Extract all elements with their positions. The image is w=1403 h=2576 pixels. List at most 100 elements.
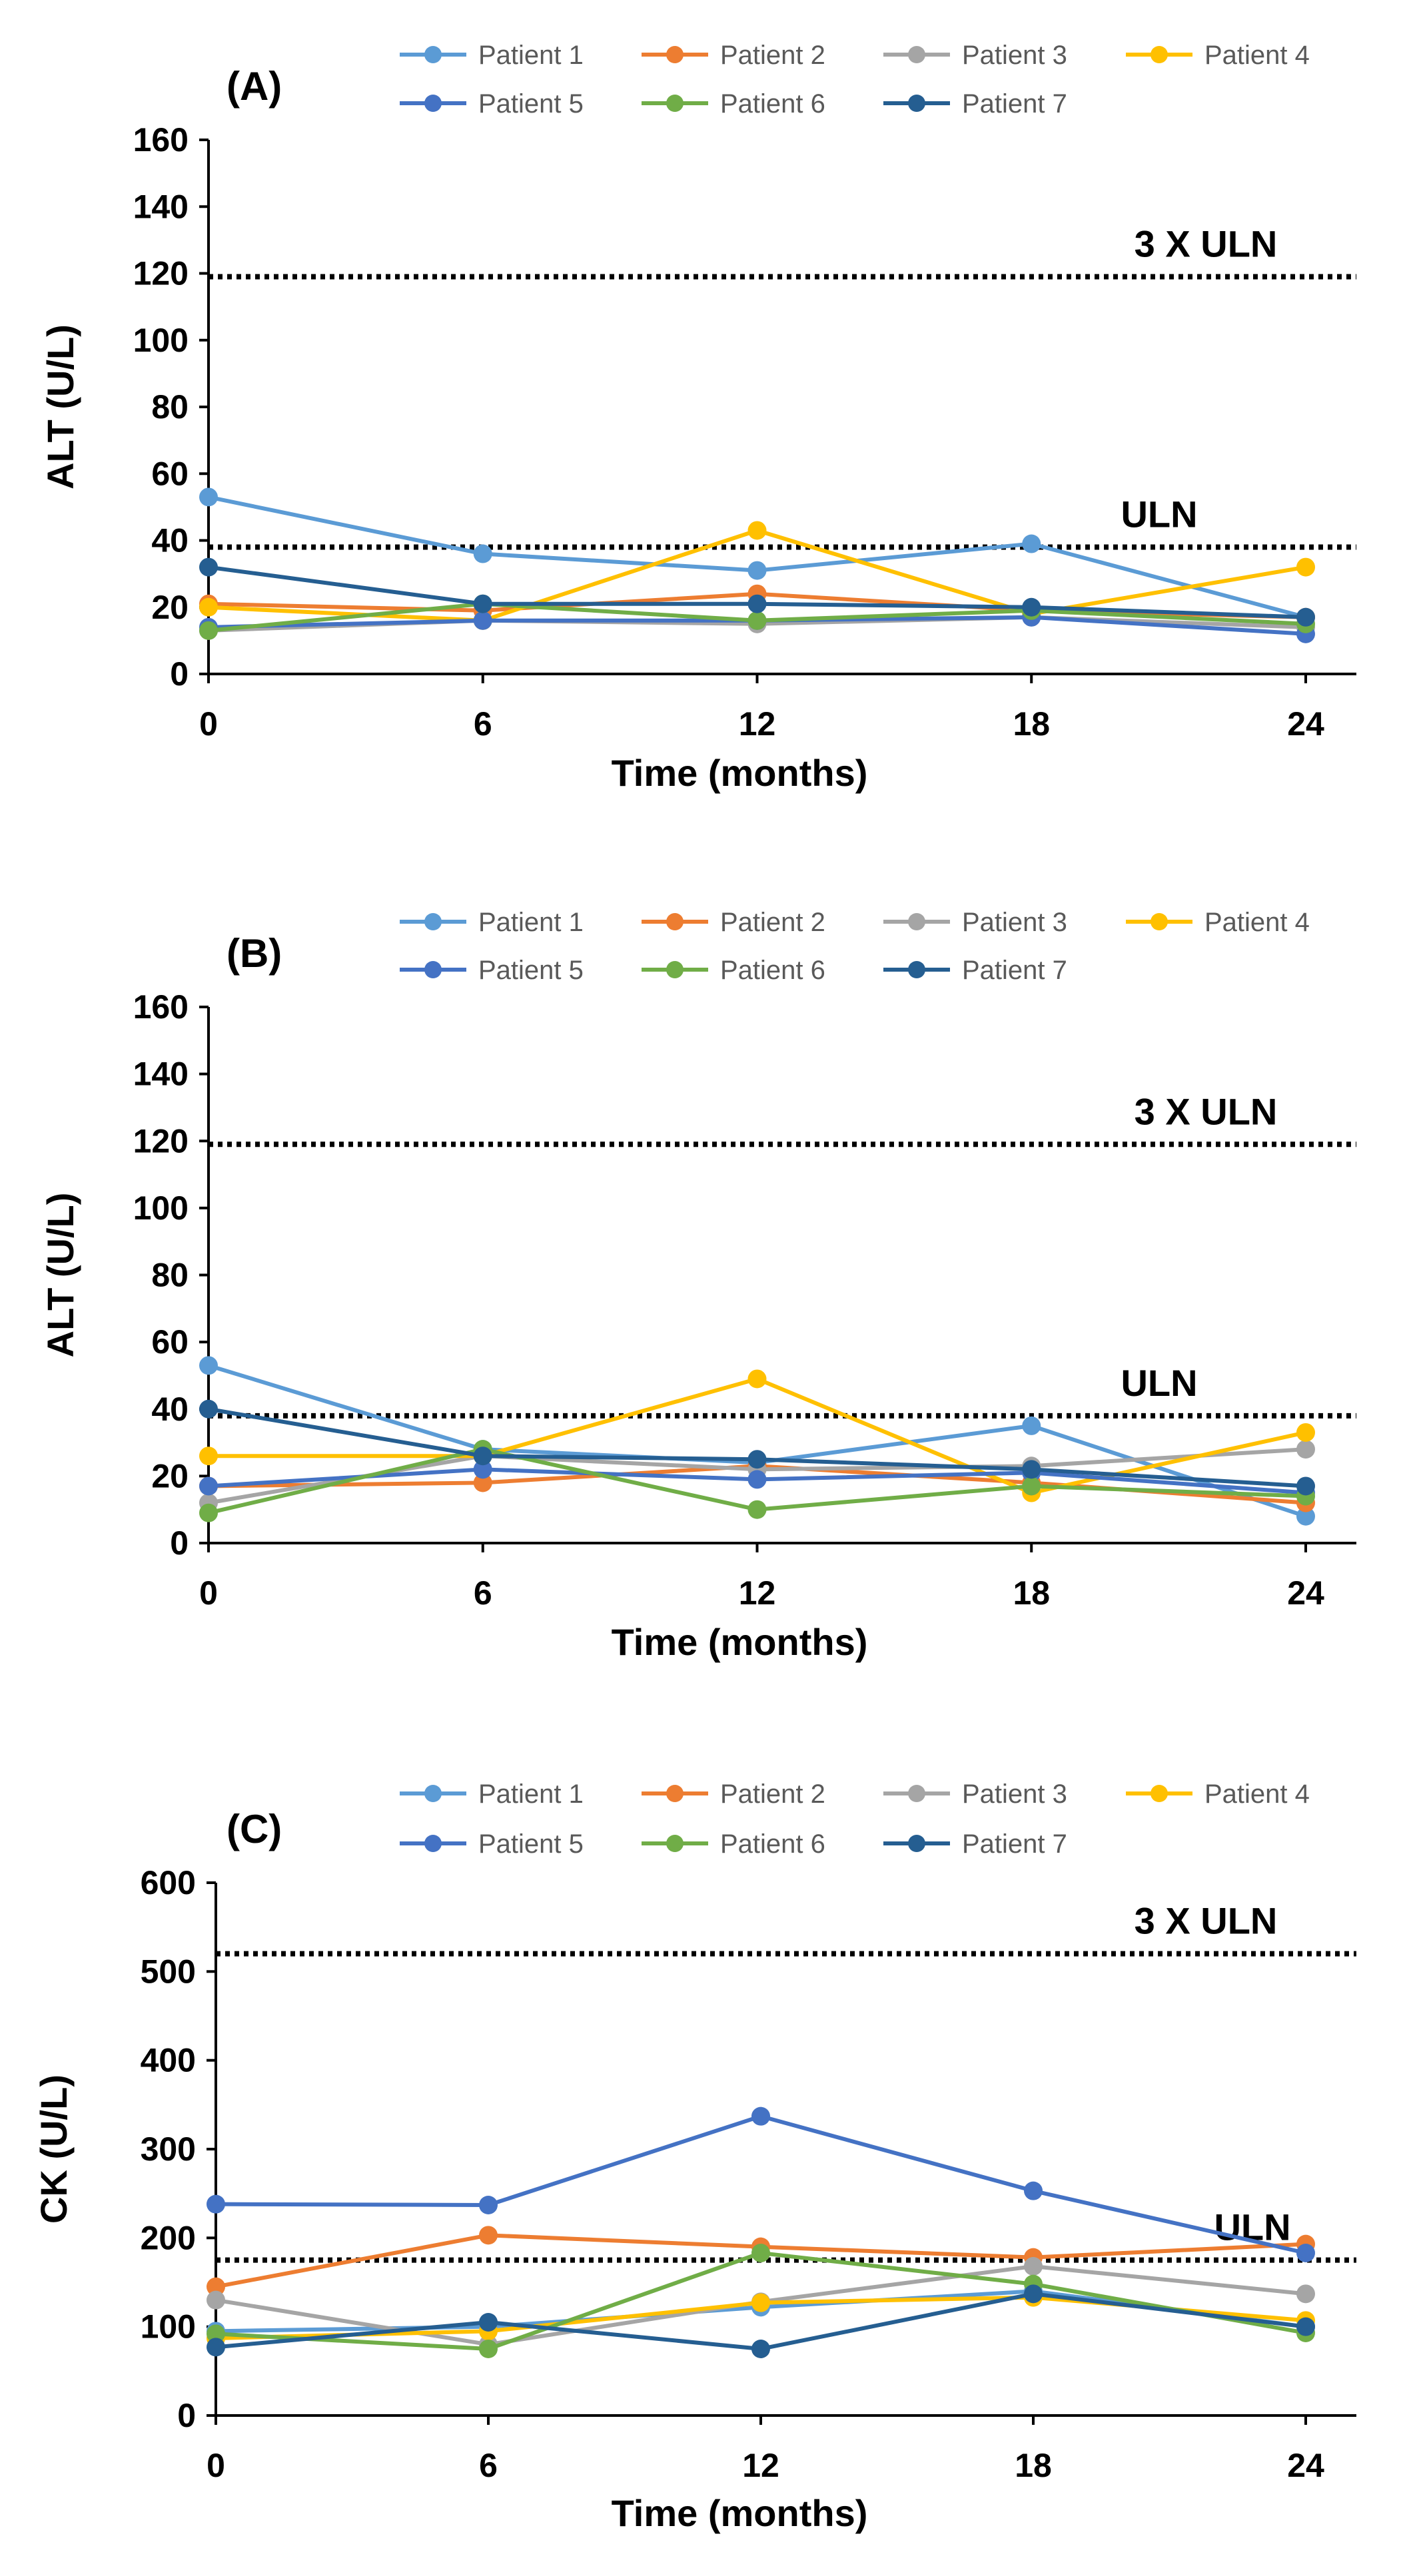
legend-dot-marker (424, 961, 442, 978)
series-line (215, 2114, 1306, 2255)
data-point (199, 597, 218, 617)
data-point (1022, 1460, 1041, 1479)
y-tick-label: 200 (141, 2219, 196, 2256)
legend-dot-marker (908, 46, 925, 63)
data-point (1296, 607, 1315, 627)
y-tick-label: 60 (151, 1323, 189, 1361)
legend-item: Patient 4 (1126, 908, 1310, 937)
data-point (751, 2340, 770, 2358)
data-point (1022, 1416, 1041, 1435)
x-tick-label: 24 (1287, 2447, 1324, 2484)
y-tick-label: 40 (151, 522, 189, 559)
data-point (473, 1460, 492, 1479)
legend: Patient 1 Patient 2 Patient 3 Patient 4 Pati… (400, 1779, 1310, 1859)
data-point (1296, 1423, 1315, 1442)
y-tick-label: 120 (133, 1122, 189, 1159)
chart-panel-a: (A)Patient 1 Patient 2 Patient 3 Patient 4P… (39, 41, 1356, 794)
y-tick-label: 140 (133, 188, 189, 225)
data-point (1296, 1476, 1315, 1496)
reference-line-label: 3 X ULN (1135, 1900, 1278, 1942)
legend-item: Patient 1 (400, 1779, 584, 1809)
series-patient-7 (199, 1399, 1315, 1496)
data-point (1024, 2181, 1043, 2200)
legend-label: Patient 4 (1204, 1779, 1310, 1809)
x-tick-label: 6 (474, 1574, 492, 1612)
y-tick-label: 40 (151, 1391, 189, 1428)
y-tick-label: 400 (141, 2042, 196, 2079)
data-point (199, 1476, 218, 1496)
legend-dot-marker (666, 46, 684, 63)
legend-item: Patient 5 (400, 956, 584, 985)
legend-item: Patient 2 (642, 41, 825, 70)
y-tick-label: 600 (141, 1864, 196, 1901)
legend-label: Patient 1 (478, 41, 584, 70)
legend-dot-marker (1151, 913, 1168, 930)
y-axis-title: CK (U/L) (33, 2075, 75, 2224)
y-tick-label: 160 (133, 121, 189, 159)
x-tick-label: 24 (1287, 705, 1324, 743)
reference-line-label: 3 X ULN (1135, 223, 1278, 265)
legend-label: Patient 2 (720, 1779, 825, 1809)
data-point (473, 611, 492, 630)
data-point (479, 2313, 498, 2332)
data-point (747, 1369, 767, 1389)
data-point (1024, 2257, 1043, 2276)
legend-dot-marker (908, 1785, 925, 1802)
x-tick-label: 0 (207, 2447, 225, 2484)
legend-dot-marker (666, 1835, 684, 1852)
legend-item: Patient 6 (642, 956, 825, 985)
x-tick-label: 6 (479, 2447, 498, 2484)
legend-label: Patient 2 (720, 41, 825, 70)
data-point (747, 1470, 767, 1489)
y-tick-label: 120 (133, 255, 189, 292)
legend-dot-marker (908, 913, 925, 930)
data-point (473, 594, 492, 613)
y-tick-label: 160 (133, 988, 189, 1026)
legend-item: Patient 2 (642, 908, 825, 937)
legend-label: Patient 1 (478, 1779, 584, 1809)
data-point (207, 2338, 225, 2357)
legend-dot-marker (424, 95, 442, 112)
data-point (1296, 2317, 1315, 2336)
data-point (207, 2194, 225, 2214)
data-point (199, 1399, 218, 1419)
data-point (479, 2196, 498, 2214)
legend-item: Patient 7 (883, 89, 1067, 119)
data-point (207, 2324, 225, 2344)
data-point (473, 1447, 492, 1466)
data-point (751, 2106, 770, 2126)
y-axis-title: ALT (U/L) (39, 1193, 81, 1358)
x-tick-label: 24 (1287, 1574, 1324, 1612)
legend-label: Patient 4 (1204, 41, 1310, 70)
data-point (1296, 2244, 1315, 2262)
data-point (747, 561, 767, 580)
data-point (1296, 557, 1315, 577)
series-patient-6 (207, 2244, 1315, 2358)
x-tick-label: 12 (739, 1574, 776, 1612)
x-tick-label: 18 (1013, 1574, 1050, 1612)
legend-item: Patient 3 (883, 1779, 1067, 1809)
data-point (207, 2277, 225, 2296)
x-tick-label: 12 (742, 2447, 779, 2484)
legend-dot-marker (424, 1785, 442, 1802)
x-axis-title: Time (months) (612, 2492, 868, 2534)
legend-item: Patient 7 (883, 1829, 1067, 1859)
y-tick-label: 100 (133, 1189, 189, 1227)
legend-label: Patient 5 (478, 89, 584, 119)
series-patient-1 (199, 487, 1315, 627)
y-tick-label: 140 (133, 1056, 189, 1093)
data-point (473, 1473, 492, 1492)
legend-label: Patient 7 (962, 1829, 1067, 1859)
legend-label: Patient 5 (478, 1829, 584, 1859)
legend: Patient 1 Patient 2 Patient 3 Patient 4 Pati… (400, 908, 1310, 985)
legend-dot-marker (666, 1785, 684, 1802)
chart-panel-c: (C)Patient 1 Patient 2 Patient 3 Patient 4P… (33, 1779, 1356, 2534)
legend-item: Patient 5 (400, 1829, 584, 1859)
legend-dot-marker (1151, 46, 1168, 63)
data-point (1022, 597, 1041, 617)
y-tick-label: 100 (133, 322, 189, 359)
legend-dot-marker (666, 95, 684, 112)
y-tick-label: 0 (170, 655, 189, 693)
x-tick-label: 6 (474, 705, 492, 743)
